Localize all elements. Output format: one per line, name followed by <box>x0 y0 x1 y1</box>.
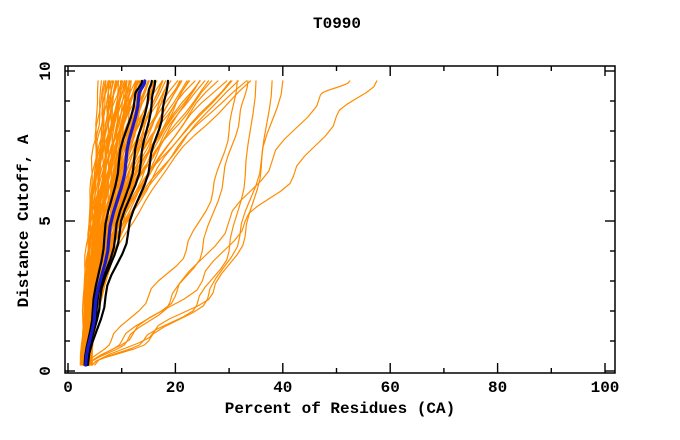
orange-outlier-line <box>88 80 249 366</box>
x-tick-label: 60 <box>381 379 400 397</box>
y-tick-label: 0 <box>37 366 55 376</box>
orange-outlier-line <box>86 80 238 366</box>
plot-area <box>79 79 378 367</box>
orange-series-line <box>88 80 228 366</box>
blue-series-line <box>84 79 147 367</box>
orange-outlier-line <box>88 80 378 366</box>
plot-border <box>64 65 616 374</box>
black-series-line <box>83 79 144 367</box>
x-tick-label: 0 <box>63 379 73 397</box>
orange-series-line <box>80 80 109 366</box>
black-series-line <box>85 79 157 367</box>
orange-outlier-line <box>94 80 273 366</box>
black-series-line <box>86 79 169 367</box>
chart-title: T0990 <box>313 15 361 33</box>
orange-series-line <box>81 80 112 366</box>
x-tick-label: 40 <box>273 379 292 397</box>
orange-series-line <box>84 80 124 366</box>
x-tick-label: 20 <box>166 379 185 397</box>
black-series-line <box>84 79 153 367</box>
orange-outlier-line <box>88 80 351 366</box>
axes: 0 20 40 60 80 100 0 5 10 <box>37 61 619 397</box>
y-tick-label: 10 <box>37 61 55 80</box>
orange-outlier-line <box>91 80 257 366</box>
y-axis-label: Distance Cutoff, A <box>15 134 33 307</box>
x-tick-label: 100 <box>591 379 620 397</box>
x-axis-label: Percent of Residues (CA) <box>225 400 455 418</box>
y-tick-label: 5 <box>37 216 55 226</box>
x-tick-label: 80 <box>488 379 507 397</box>
orange-series-line <box>83 80 128 366</box>
